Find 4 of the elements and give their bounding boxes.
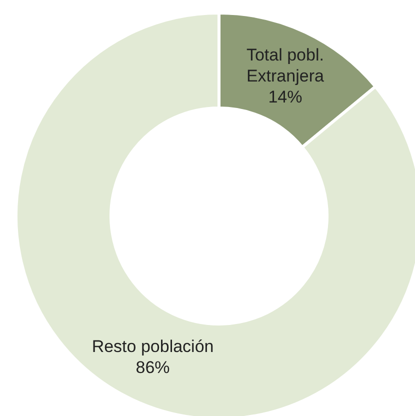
slice-label: Total pobl. Extranjera xyxy=(246,44,324,85)
data-label: 14% xyxy=(268,86,302,106)
slice-label: Resto población xyxy=(92,336,214,356)
data-label: 86% xyxy=(136,358,170,377)
